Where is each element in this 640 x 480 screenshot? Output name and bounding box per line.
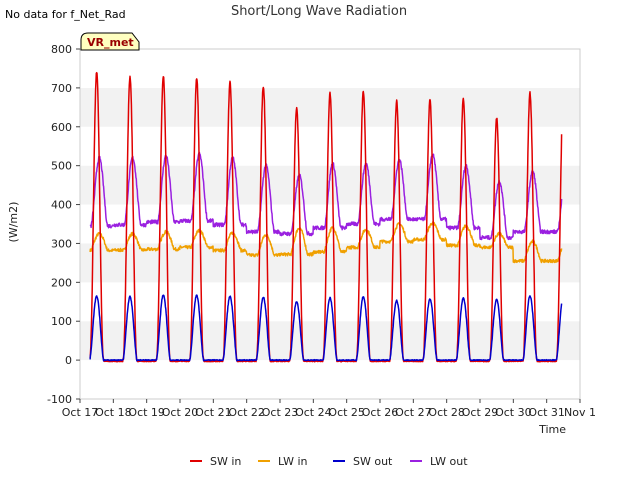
- x-tick-label: Oct 29: [462, 406, 499, 419]
- y-tick-label: 600: [51, 121, 72, 134]
- x-tick-label: Oct 21: [195, 406, 232, 419]
- y-axis: -100 0 100 200 300 400 500 600 700 800: [47, 43, 80, 406]
- x-axis-label: Time: [538, 423, 566, 436]
- x-tick-label: Oct 19: [128, 406, 165, 419]
- series-line-sw-in: [89, 71, 563, 363]
- grid-band: [80, 282, 580, 322]
- grid-band: [80, 321, 580, 361]
- series-line-lw-out: [89, 151, 563, 241]
- grid-band: [80, 243, 580, 283]
- x-tick-label: Oct 23: [262, 406, 299, 419]
- series-line-sw-out: [89, 294, 563, 362]
- y-tick-label: 800: [51, 43, 72, 56]
- chart-title: Short/Long Wave Radiation: [231, 4, 407, 19]
- x-tick-label: Oct 30: [495, 406, 532, 419]
- y-tick-label: 400: [51, 199, 72, 212]
- x-tick-label: Oct 20: [162, 406, 199, 419]
- series-layer: [89, 71, 563, 363]
- x-tick-label: Oct 25: [328, 406, 365, 419]
- x-tick-label: Oct 26: [362, 406, 399, 419]
- y-tick-label: 300: [51, 237, 72, 250]
- y-tick-label: -100: [47, 393, 72, 406]
- legend-label: LW out: [430, 455, 468, 468]
- x-tick-label: Oct 27: [395, 406, 432, 419]
- badge-shape: [80, 32, 140, 51]
- x-tick-label: Oct 17: [62, 406, 99, 419]
- x-tick-label: Oct 28: [428, 406, 465, 419]
- y-axis-label: (W/m2): [7, 202, 20, 243]
- y-tick-label: 200: [51, 276, 72, 289]
- x-tick-label: Oct 31: [528, 406, 565, 419]
- plot-frame: [79, 48, 581, 400]
- grid-band: [80, 126, 580, 166]
- station-badge: VR_met: [80, 32, 140, 51]
- y-tick-label: 100: [51, 315, 72, 328]
- grid-band: [80, 49, 580, 88]
- x-tick-label: Oct 22: [228, 406, 265, 419]
- badge-label: VR_met: [87, 36, 134, 49]
- grid-bands: [80, 49, 580, 399]
- y-tick-label: 0: [65, 354, 72, 367]
- no-data-note: No data for f_Net_Rad: [5, 8, 126, 21]
- x-tick-label: Nov 1: [564, 406, 596, 419]
- y-tick-label: 500: [51, 160, 72, 173]
- x-tick-label: Oct 18: [95, 406, 132, 419]
- y-tick-label: 700: [51, 82, 72, 95]
- grid-band: [80, 360, 580, 399]
- x-tick-label: Oct 24: [295, 406, 332, 419]
- legend-label: SW in: [210, 455, 241, 468]
- legend-label: SW out: [353, 455, 393, 468]
- legend: SW in LW in SW out LW out: [190, 455, 468, 468]
- legend-label: LW in: [278, 455, 308, 468]
